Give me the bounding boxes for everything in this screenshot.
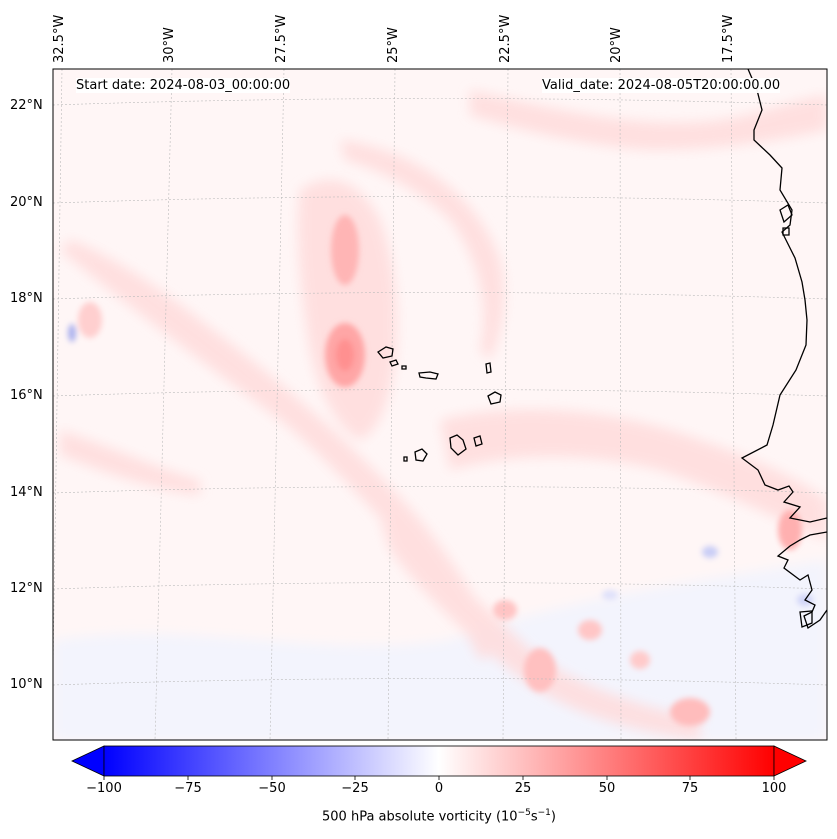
colorbar-title: 500 hPa absolute vorticity (10−5s−1): [322, 808, 556, 825]
latitude-label: 16°N: [10, 388, 43, 403]
longitude-label: 27.5°W: [274, 14, 289, 63]
latitude-label: 10°N: [10, 677, 43, 692]
colorbar-extend-min: [71, 745, 105, 777]
latitude-label: 12°N: [10, 581, 43, 596]
latitude-label: 18°N: [10, 291, 43, 306]
africa-coastline: [740, 69, 827, 630]
map-frame: [52, 68, 828, 741]
colorbar-tick-label: −100: [86, 781, 122, 796]
colorbar-tick-label: 0: [434, 781, 444, 796]
colorbar-extend-max: [773, 745, 807, 777]
longitude-label: 20°W: [609, 27, 624, 63]
latitude-label: 20°N: [10, 195, 43, 210]
colorbar-tick-label: 75: [681, 781, 699, 796]
southern-weak-field: [53, 560, 827, 740]
valid-date-label: Valid_date: 2024-08-05T20:00:00.00: [542, 78, 781, 93]
longitude-label: 30°W: [162, 27, 177, 63]
colorbar-tick-label: 50: [598, 781, 616, 796]
longitude-label: 17.5°W: [721, 14, 736, 63]
longitude-label: 25°W: [386, 27, 401, 63]
colorbar: [71, 745, 807, 780]
latitude-label: 14°N: [10, 485, 43, 500]
latitude-label: 22°N: [10, 98, 43, 113]
coastline-islet: [779, 204, 813, 628]
longitude-label: 32.5°W: [52, 14, 67, 63]
colorbar-ticks: [103, 776, 775, 780]
start-date-label: Start date: 2024-08-03_00:00:00: [76, 78, 291, 93]
cape-verde-islands: [377, 346, 502, 462]
vorticity-cores: [68, 215, 813, 726]
colorbar-tick-label: −75: [174, 781, 202, 796]
colorbar-tick-label: 100: [761, 781, 787, 796]
colorbar-tick-label: −50: [258, 781, 286, 796]
vorticity-bands: [60, 90, 827, 740]
colorbar-tick-label: 25: [514, 781, 532, 796]
colorbar-ramp: [103, 745, 775, 777]
colorbar-tick-label: −25: [341, 781, 369, 796]
longitude-label: 22.5°W: [498, 14, 513, 63]
